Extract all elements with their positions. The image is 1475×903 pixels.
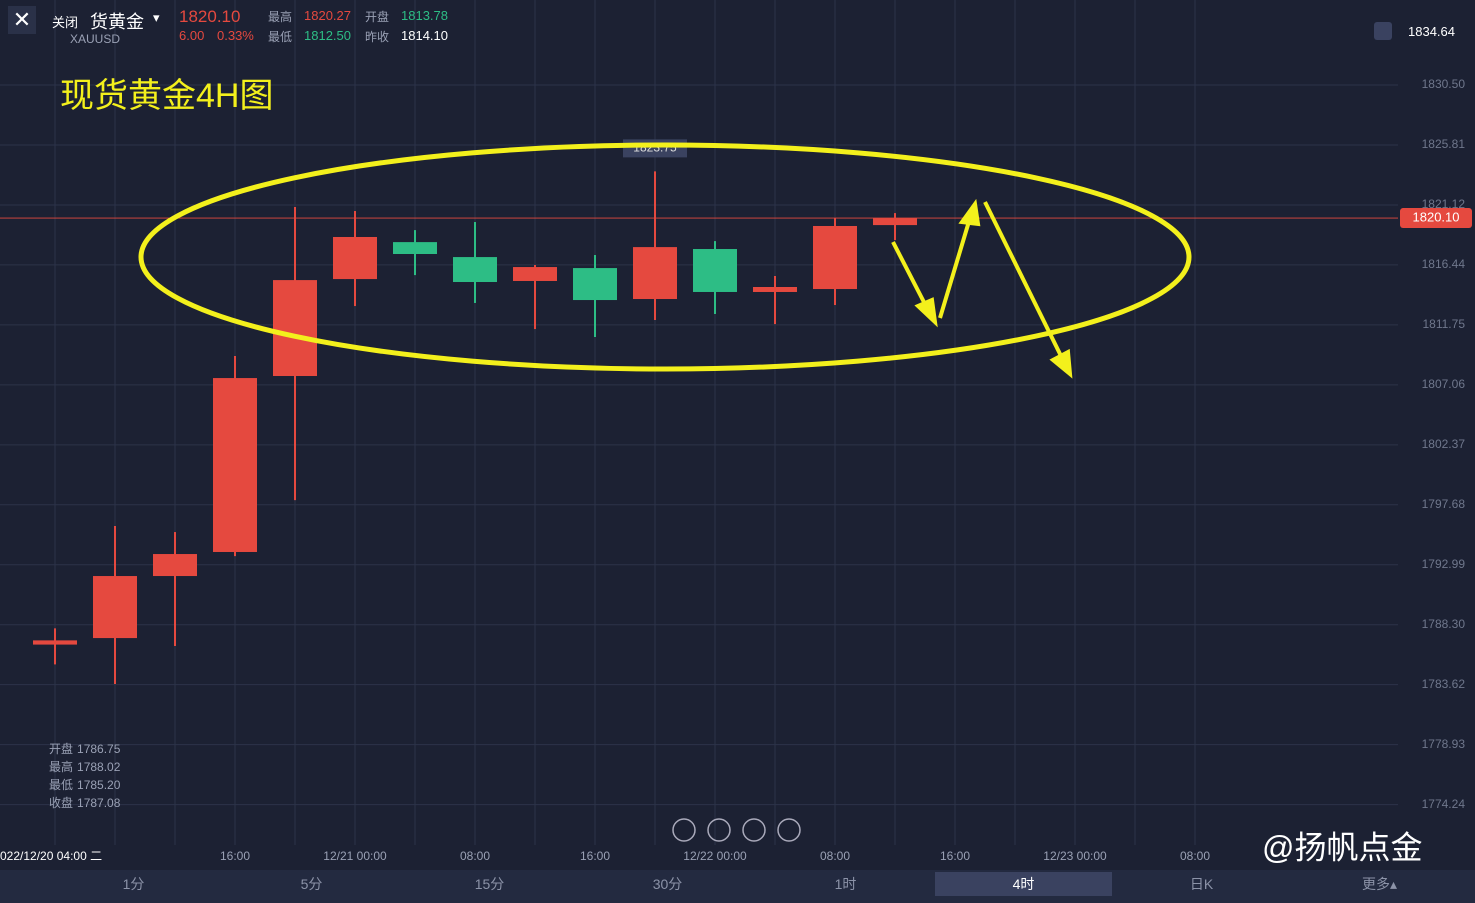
info-row: 开盘 1786.75 xyxy=(49,740,120,758)
candle-body xyxy=(393,242,437,254)
y-tick-label: 1778.93 xyxy=(1422,737,1466,751)
zoom-control xyxy=(707,818,731,842)
info-value: 1787.08 xyxy=(77,796,121,810)
candle-body xyxy=(93,576,137,639)
candle-body xyxy=(573,268,617,301)
info-label: 收盘 xyxy=(49,796,74,810)
y-tick-label: 1792.99 xyxy=(1422,557,1466,571)
alert-price: 1834.64 xyxy=(1408,24,1455,39)
x-tick-label: 12/23 00:00 xyxy=(1043,849,1107,863)
x-tick-label: 022/12/20 04:00 二 xyxy=(0,849,102,863)
high: 1820.27 xyxy=(304,8,351,23)
tab[interactable]: 1分 xyxy=(122,876,145,892)
y-tick-label: 1821.12 xyxy=(1422,197,1466,211)
y-tick-label: 1774.24 xyxy=(1422,797,1466,811)
y-tick-label: 1797.68 xyxy=(1422,497,1466,511)
x-tick-label: 12/22 00:00 xyxy=(683,849,747,863)
open: 1813.78 xyxy=(401,8,448,23)
zoom-control xyxy=(672,818,696,842)
close-button[interactable]: 关闭 xyxy=(52,15,79,30)
x-tick-label: 16:00 xyxy=(940,849,970,863)
info-label: 最高 xyxy=(49,760,74,774)
y-tick-label: 1788.30 xyxy=(1422,617,1466,631)
x-tick-label: 12/21 00:00 xyxy=(323,849,387,863)
arrows xyxy=(891,198,1073,379)
candle-body xyxy=(33,640,77,645)
info-value: 1788.02 xyxy=(77,760,121,774)
symbol: XAUUSD xyxy=(70,32,121,46)
bell-icon[interactable] xyxy=(1374,22,1392,40)
candle-body xyxy=(513,267,557,281)
tab[interactable]: 5分 xyxy=(300,876,323,892)
last-price-tag xyxy=(1400,208,1472,229)
prev-close: 1814.10 xyxy=(401,28,448,43)
y-tick-label: 1807.06 xyxy=(1422,377,1466,391)
low: 1812.50 xyxy=(304,28,351,43)
dropdown[interactable]: ▾ xyxy=(153,10,160,25)
watermark: @扬帆点金 xyxy=(1262,829,1423,865)
x-tick-label: 08:00 xyxy=(460,849,490,863)
info-value: 1786.75 xyxy=(77,742,121,756)
info-panel: 开盘 1786.75 最高 1788.02 最低 1785.20 收盘 1787.08 xyxy=(49,740,120,812)
candle-body xyxy=(213,378,257,552)
y-tick-label: 1811.75 xyxy=(1423,317,1466,331)
candle-body xyxy=(873,218,917,226)
change-pct: 0.33% xyxy=(217,28,254,43)
tab-bar xyxy=(0,870,1475,903)
y-tick-label: 1816.44 xyxy=(1422,257,1466,271)
candle-body xyxy=(693,249,737,292)
tab[interactable]: 日K xyxy=(1189,876,1214,892)
info-row: 最低 1785.20 xyxy=(49,776,120,794)
price: 1820.10 xyxy=(179,7,241,26)
info-label: 开盘 xyxy=(49,742,74,756)
tab[interactable]: 1时 xyxy=(834,876,857,892)
highlight-ellipse xyxy=(138,142,1192,372)
close-icon[interactable]: ✕ xyxy=(8,6,36,34)
candle-body xyxy=(273,280,317,377)
info-row: 收盘 1787.08 xyxy=(49,794,120,812)
tab[interactable]: 15分 xyxy=(474,876,505,892)
y-tick-label: 1802.37 xyxy=(1422,437,1466,451)
tab[interactable]: 4时 xyxy=(935,872,1112,896)
x-tick-label: 16:00 xyxy=(220,849,250,863)
y-tick-label: 1825.81 xyxy=(1422,137,1466,151)
info-row: 最高 1788.02 xyxy=(49,758,120,776)
info-value: 1785.20 xyxy=(77,778,121,792)
candle-body xyxy=(333,236,377,280)
prev-close-label: 昨收 xyxy=(365,30,390,44)
tab[interactable]: 30分 xyxy=(652,876,683,892)
annotation: 现货黄金4H图 xyxy=(60,77,273,115)
candle-body xyxy=(453,257,497,283)
open-label: 开盘 xyxy=(365,10,390,24)
candle-body xyxy=(633,247,677,300)
candle-body xyxy=(153,554,197,577)
y-tick-label: 1830.50 xyxy=(1422,77,1466,91)
tab[interactable]: 更多▴ xyxy=(1361,876,1398,892)
candle-body xyxy=(753,286,797,292)
zoom-control xyxy=(777,818,801,842)
candle-body xyxy=(813,225,857,290)
change: 6.00 xyxy=(179,28,205,43)
zoom-control xyxy=(742,818,766,842)
x-tick-label: 16:00 xyxy=(580,849,610,863)
x-tick-label: 08:00 xyxy=(1180,849,1210,863)
y-tick-label: 1783.62 xyxy=(1422,677,1466,691)
high-label: 最高 xyxy=(268,10,293,24)
low-label: 最低 xyxy=(268,30,293,44)
x-tick-label: 08:00 xyxy=(820,849,850,863)
instrument-name[interactable]: 货黄金 xyxy=(90,12,144,32)
last-price-label: 1820.10 xyxy=(1413,209,1460,224)
info-label: 最低 xyxy=(49,778,74,792)
